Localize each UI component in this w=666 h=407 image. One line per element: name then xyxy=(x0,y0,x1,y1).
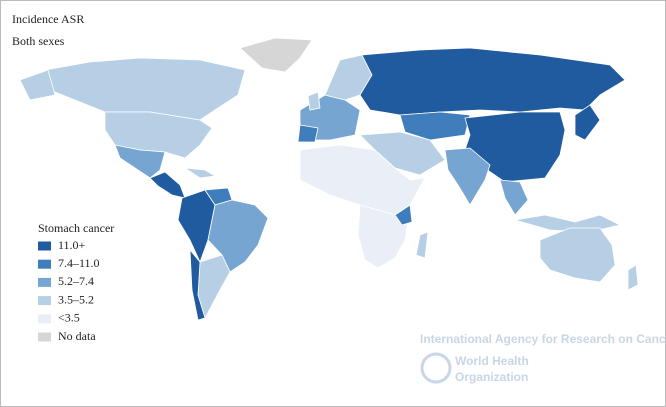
who-name: Organization xyxy=(455,370,528,384)
map-title: Incidence ASR xyxy=(12,12,84,26)
agency-name: International Agency for Research on Can… xyxy=(420,332,666,346)
region xyxy=(415,231,429,259)
region xyxy=(539,227,616,283)
legend-label: 11.0+ xyxy=(58,238,86,252)
legend-swatch xyxy=(38,241,51,251)
legend-title: Stomach cancer xyxy=(38,221,114,235)
legend-label: <3.5 xyxy=(58,311,80,325)
region xyxy=(239,37,313,73)
region xyxy=(297,124,319,143)
region xyxy=(44,57,246,121)
region xyxy=(299,144,426,216)
region xyxy=(114,144,166,179)
legend-label: 3.5–5.2 xyxy=(58,292,94,306)
legend-swatch xyxy=(38,296,51,306)
region xyxy=(394,204,413,226)
legend-swatch xyxy=(38,259,51,269)
legend-label: No data xyxy=(58,329,96,343)
region xyxy=(399,111,471,141)
legend-swatch xyxy=(38,277,51,287)
who-logo xyxy=(420,352,452,384)
region xyxy=(207,199,269,273)
region xyxy=(307,91,321,111)
region xyxy=(184,167,217,179)
region xyxy=(359,47,626,116)
region xyxy=(444,147,491,206)
legend-label: 5.2–7.4 xyxy=(58,274,94,288)
legend: Stomach cancer 11.0+ 7.4–11.0 5.2–7.4 3.5–5… xyxy=(38,221,114,343)
legend-label: 7.4–11.0 xyxy=(58,256,100,270)
region xyxy=(104,111,213,159)
region xyxy=(499,179,529,216)
legend-swatch xyxy=(38,332,51,342)
who-name: World Health xyxy=(455,354,529,368)
region xyxy=(189,248,206,321)
map-subtitle: Both sexes xyxy=(12,34,65,48)
region xyxy=(19,69,56,101)
watermark: International Agency for Research on Can… xyxy=(420,332,666,384)
world-map xyxy=(19,37,639,321)
region xyxy=(574,104,601,141)
legend-swatch xyxy=(38,314,51,324)
region xyxy=(627,264,639,291)
